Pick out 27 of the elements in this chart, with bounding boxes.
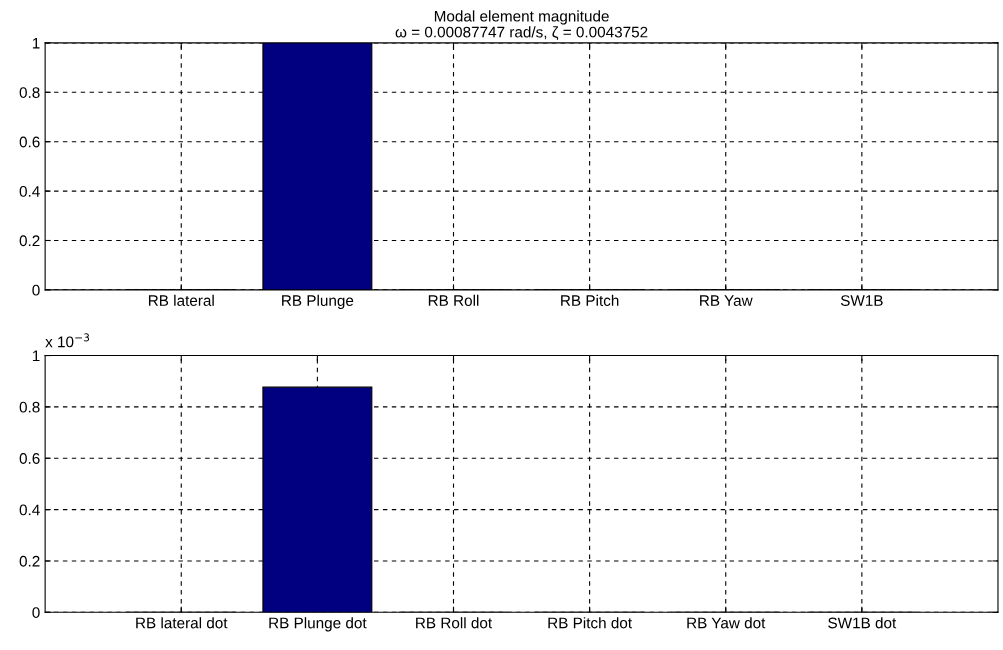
y-tick-label: 0 [32, 284, 40, 296]
x-tick-label: RB Plunge dot [269, 617, 367, 632]
y-tick-label: 1 [32, 37, 40, 49]
y-tick-label: 0.4 [19, 185, 40, 197]
x-tick-label: RB Pitch dot [548, 617, 632, 629]
y-tick-label: 0.6 [19, 136, 40, 148]
x-tick-label: RB Plunge [282, 294, 354, 309]
y-tick-label: 0.4 [19, 504, 40, 516]
x-tick-label: RB Yaw [700, 295, 753, 306]
y-tick-label: 1 [32, 350, 40, 362]
x-tick-label: RB lateral dot [136, 617, 228, 629]
y-tick-label: 0.2 [19, 235, 40, 247]
x-tick-label: RB Roll dot [416, 617, 493, 629]
y-tick-label: 0.2 [19, 555, 40, 567]
y-tick-label: 0.6 [19, 453, 40, 464]
chart-subtitle: ω = 0.00087747 rad/s, ζ = 0.0043752 [395, 26, 648, 40]
y-tick-label: 0 [32, 607, 40, 618]
y-tick-label: 0.8 [19, 87, 40, 98]
text: x 10$^{−3}$ [45, 333, 90, 348]
chart-title: Modal element magnitude [434, 10, 609, 25]
x-tick-label: RB lateral [148, 294, 214, 306]
y-tick-label: 0.8 [19, 401, 40, 413]
x-tick-label: SW1B dot [828, 617, 897, 629]
x-tick-label: SW1B [840, 295, 883, 306]
x-tick-label: RB Roll [428, 294, 479, 306]
x-tick-label: RB Yaw dot [687, 617, 766, 629]
x-tick-label: RB Pitch [561, 294, 619, 306]
